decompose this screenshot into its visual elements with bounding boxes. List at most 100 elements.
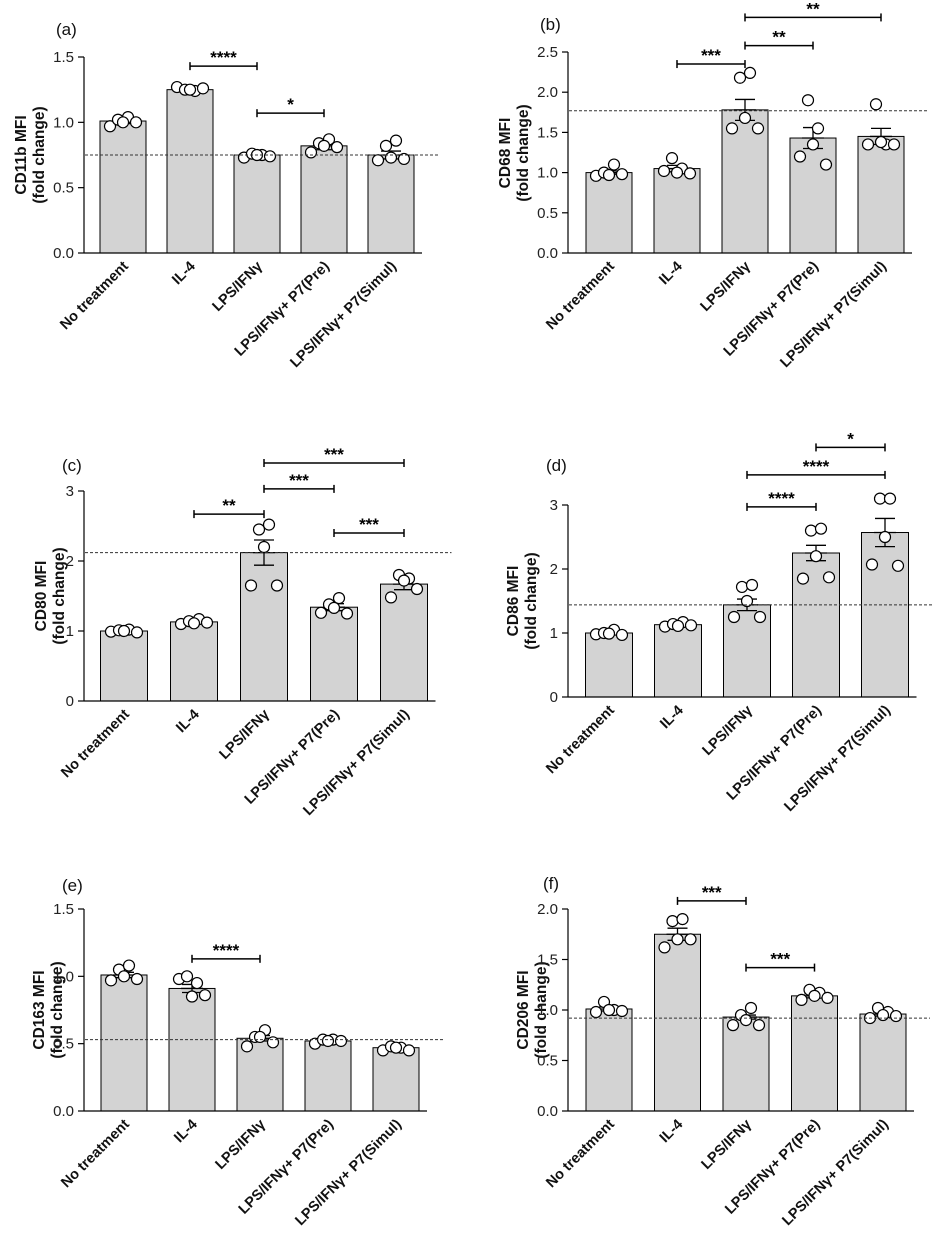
bar xyxy=(310,606,358,702)
data-point xyxy=(270,579,284,592)
data-point xyxy=(683,167,697,180)
data-point xyxy=(602,168,616,182)
y-axis-label: CD11b MFI(fold change) xyxy=(13,106,48,203)
bar xyxy=(585,632,633,698)
y-tick-label: 1 xyxy=(550,625,558,642)
bar xyxy=(722,1016,770,1112)
y-tick-label: 0.5 xyxy=(537,205,558,222)
y-axis-label: CD163 MFI(fold change) xyxy=(31,961,66,1058)
data-point xyxy=(187,617,201,630)
x-tick-label: IL-4 xyxy=(173,707,203,737)
bar xyxy=(654,624,702,698)
y-tick-label: 2.0 xyxy=(537,901,558,918)
x-tick-label: No treatment xyxy=(543,258,618,333)
x-tick-label: LPS/IFNγ xyxy=(700,703,756,759)
data-point xyxy=(889,1009,903,1023)
data-point xyxy=(740,594,754,608)
data-point xyxy=(806,138,820,151)
y-axis-label-line: (fold change) xyxy=(49,961,66,1058)
data-point xyxy=(340,607,354,620)
data-point xyxy=(371,154,385,167)
data-point xyxy=(822,571,836,584)
data-point xyxy=(183,83,197,96)
y-axis-label-line: (fold change) xyxy=(523,552,540,649)
data-point xyxy=(733,71,747,84)
chart-panel-4: (d) CD86 MFI(fold change) 0 1 2 3 No treatment… xyxy=(505,429,933,815)
data-point xyxy=(253,1030,267,1044)
y-axis-label-line: CD206 MFI xyxy=(515,970,532,1049)
y-tick-label: 0 xyxy=(66,693,74,710)
data-point xyxy=(684,933,697,946)
bar xyxy=(859,1013,907,1112)
bar xyxy=(100,974,148,1112)
data-point xyxy=(726,1019,740,1032)
significance-label: * xyxy=(287,95,294,114)
data-point xyxy=(801,94,815,107)
data-point xyxy=(389,1041,403,1054)
significance-label: *** xyxy=(702,883,722,902)
data-point xyxy=(263,150,277,163)
bar xyxy=(372,1047,420,1112)
bar xyxy=(791,995,838,1112)
y-tick-label: 0.5 xyxy=(53,180,74,197)
data-point xyxy=(658,941,671,954)
panel-label: (c) xyxy=(62,456,82,475)
y-tick-label: 1.5 xyxy=(53,49,74,66)
y-tick-label: 0.5 xyxy=(537,1053,558,1070)
y-axis-label-line: CD80 MFI xyxy=(33,561,50,632)
data-point xyxy=(878,530,892,544)
significance-label: *** xyxy=(770,950,790,969)
data-point xyxy=(332,591,346,605)
y-tick-label: 0.0 xyxy=(537,1103,558,1120)
data-point xyxy=(671,933,684,946)
y-tick-label: 1.5 xyxy=(537,124,558,141)
significance-label: ** xyxy=(772,28,786,47)
y-tick-label: 2.0 xyxy=(537,84,558,101)
y-tick-label: 1.5 xyxy=(537,952,558,969)
data-point xyxy=(809,550,823,563)
significance-label: **** xyxy=(768,489,795,508)
data-point xyxy=(402,1044,416,1057)
chart-panel-2: (b) CD68 MFI(fold change) 0.0 0.5 1.0 1.5 2.0 2… xyxy=(497,0,928,371)
data-point xyxy=(104,974,118,987)
data-point xyxy=(819,158,833,171)
x-tick-label: IL-4 xyxy=(657,1117,687,1147)
data-point xyxy=(814,522,828,535)
significance-label: **** xyxy=(210,48,237,67)
y-tick-label: 2 xyxy=(66,553,74,570)
panel-label: (e) xyxy=(62,876,83,895)
bar xyxy=(585,1008,633,1112)
bar xyxy=(170,621,218,702)
data-point xyxy=(379,139,393,152)
x-tick-label: No treatment xyxy=(58,706,133,781)
y-tick-label: 0 xyxy=(550,689,558,706)
bar xyxy=(300,145,348,254)
data-point xyxy=(735,580,749,594)
data-point xyxy=(129,116,143,129)
data-point xyxy=(727,610,741,624)
data-point xyxy=(130,626,144,639)
y-tick-label: 0.0 xyxy=(53,245,74,262)
data-point xyxy=(670,166,684,179)
significance-label: *** xyxy=(359,515,379,534)
data-point xyxy=(607,158,621,171)
y-axis-label: CD86 MFI(fold change) xyxy=(505,552,540,649)
y-axis-label: CD68 MFI(fold change) xyxy=(497,104,532,201)
data-point xyxy=(602,1003,616,1017)
data-point xyxy=(676,912,689,926)
data-point xyxy=(887,138,901,151)
x-tick-label: LPS/IFNγ xyxy=(217,707,273,763)
y-tick-label: 1 xyxy=(66,623,74,640)
bar xyxy=(100,630,148,702)
bar xyxy=(166,89,214,254)
chart-panel-6: (f) CD206 MFI(fold change) 0.0 0.5 1.0 1.5 2.0… xyxy=(515,874,930,1229)
x-tick-label: No treatment xyxy=(543,702,618,777)
data-point xyxy=(657,164,671,178)
x-tick-label: LPS/IFNγ xyxy=(698,259,754,315)
y-axis-label-line: (fold change) xyxy=(51,547,68,644)
data-point xyxy=(314,606,328,619)
data-point xyxy=(751,122,765,135)
data-point xyxy=(865,558,879,571)
data-point xyxy=(876,1008,890,1022)
